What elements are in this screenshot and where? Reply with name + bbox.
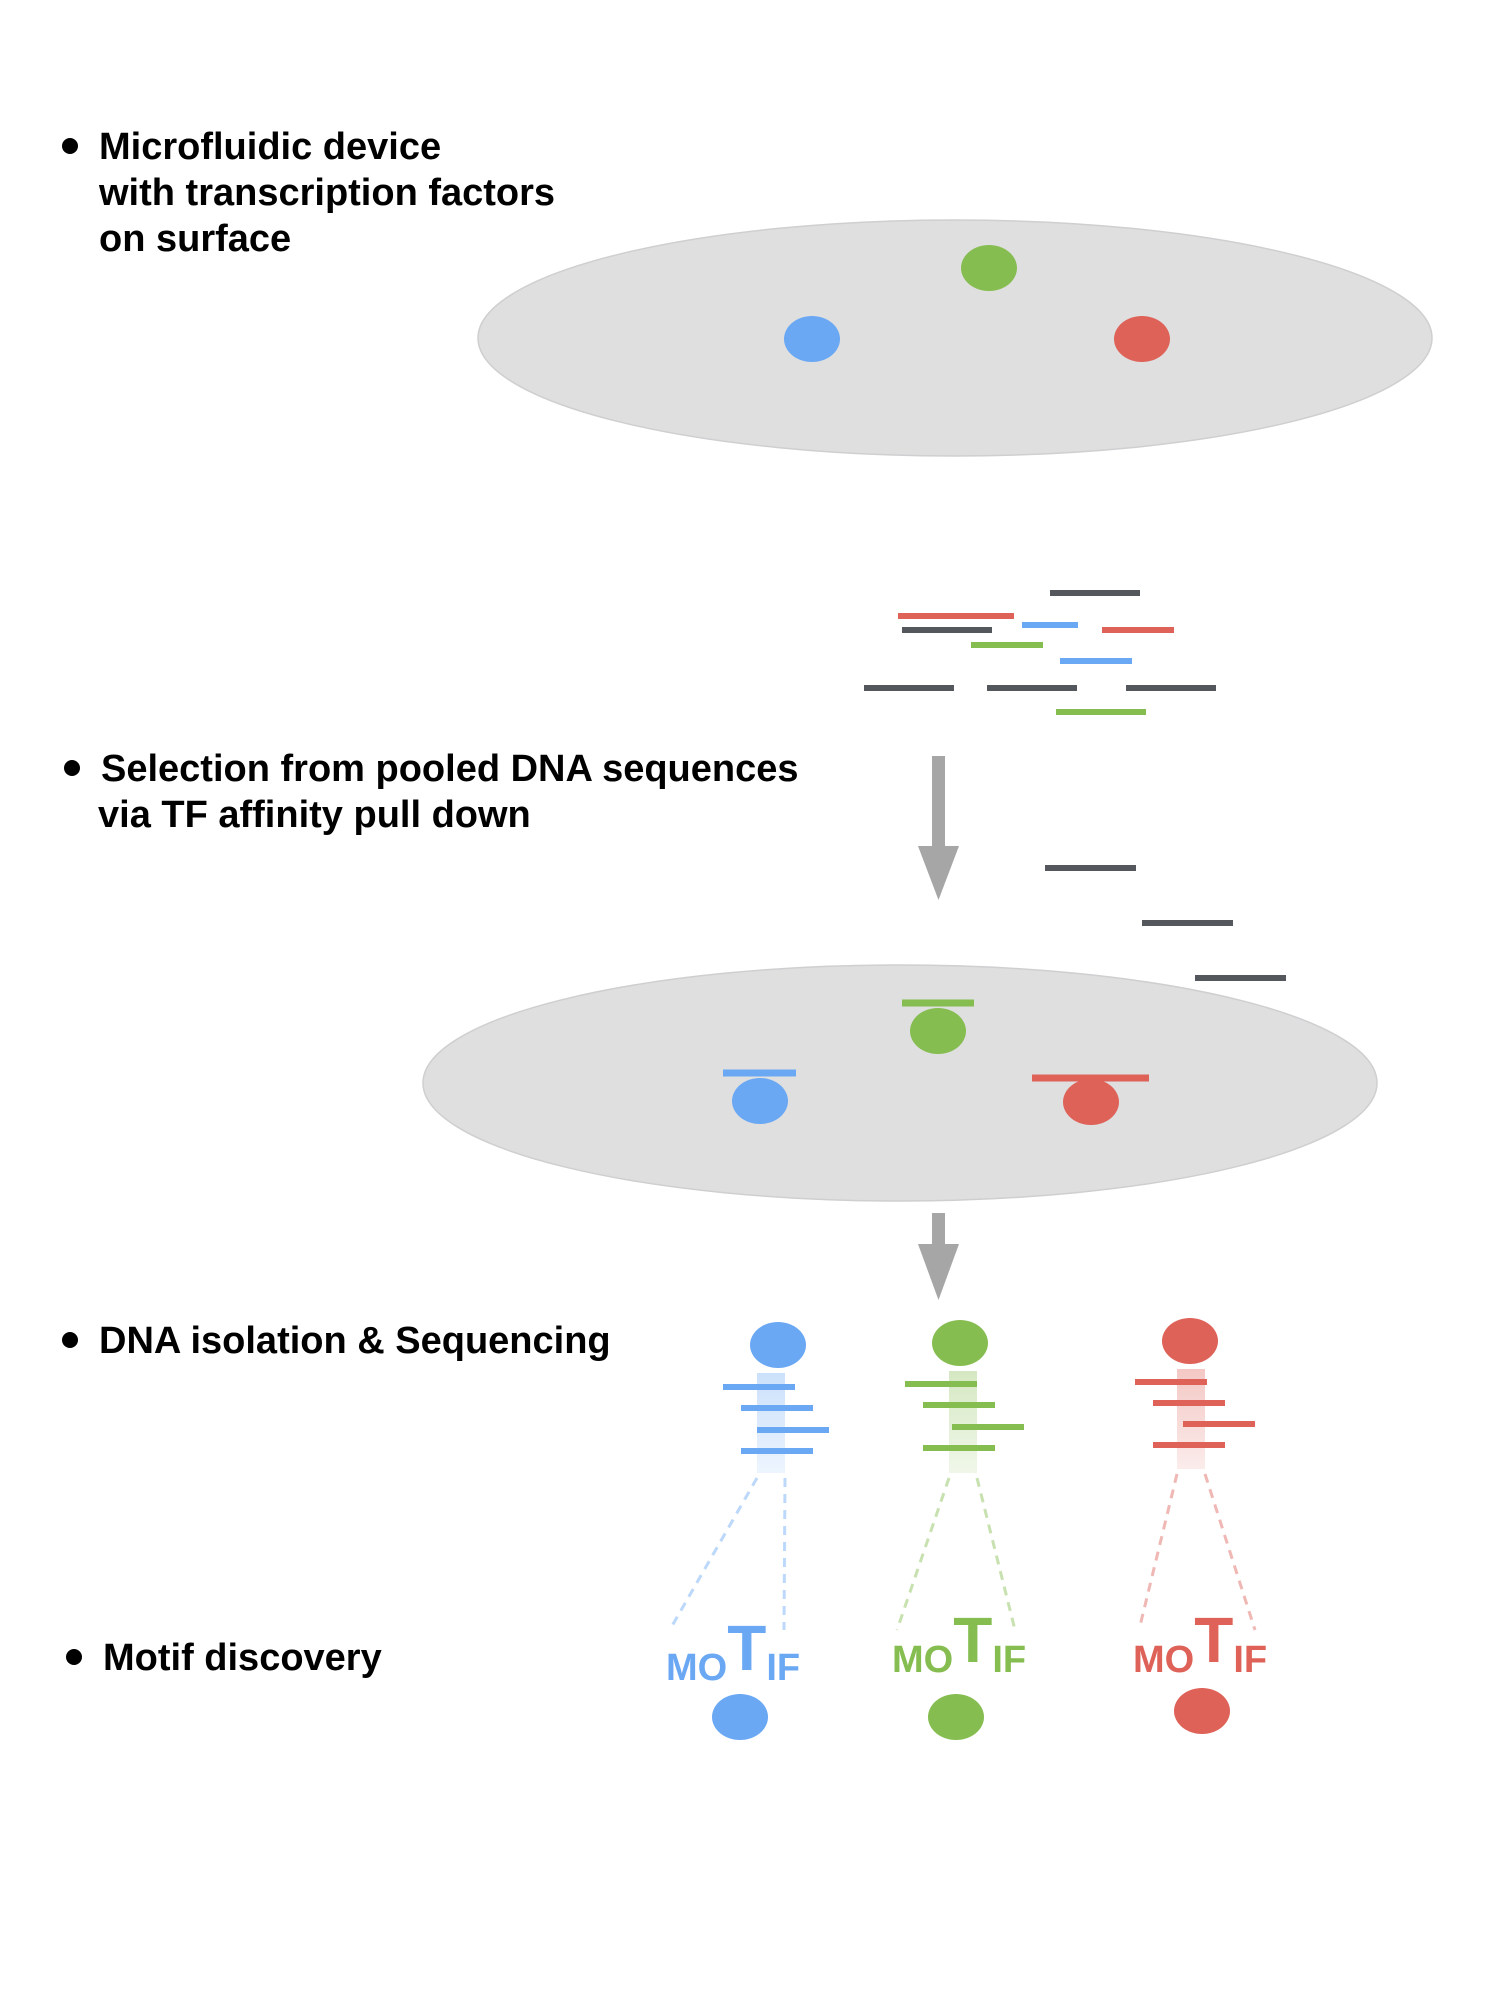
step-text: Selection from pooled DNA sequences (101, 748, 799, 790)
step-dna-isolation: DNA isolation & Sequencing (62, 1318, 611, 1364)
device-top-surface (477, 219, 1433, 457)
zoom-guide (975, 1477, 1017, 1631)
motif-logo: MOTIF (1133, 1604, 1267, 1681)
step-text: Motif discovery (103, 1637, 382, 1679)
step-selection: Selection from pooled DNA sequences via … (64, 746, 799, 838)
dna-pool (864, 590, 1216, 715)
sequencing-green: MOTIF (892, 1320, 1026, 1740)
device-top (477, 219, 1433, 457)
step-text: DNA isolation & Sequencing (99, 1320, 611, 1362)
tf-red-isolated (1162, 1318, 1218, 1364)
bullet-icon (64, 760, 80, 776)
bullet-icon (62, 138, 78, 154)
motif-logo: MOTIF (892, 1604, 1026, 1681)
tf-blue-motif (712, 1694, 768, 1740)
device-bottom (422, 964, 1378, 1202)
tf-green-isolated (932, 1320, 988, 1366)
tf-blue (784, 316, 840, 362)
step-text: via TF affinity pull down (98, 794, 531, 836)
sequencing-red: MOTIF (1133, 1318, 1267, 1734)
bullet-icon (66, 1649, 82, 1665)
read-pileup (949, 1371, 977, 1473)
down-arrow-icon (918, 756, 959, 900)
zoom-guide (1138, 1473, 1179, 1627)
motif-logo: MOTIF (666, 1612, 800, 1689)
zoom-guide (670, 1477, 759, 1627)
device-bottom-surface (422, 964, 1378, 1202)
tf-blue-bound (732, 1078, 788, 1124)
zoom-guide (1203, 1473, 1257, 1631)
zoom-guide (782, 1477, 787, 1631)
tf-red (1114, 316, 1170, 362)
bullet-icon (62, 1332, 78, 1348)
read-pileup (1177, 1369, 1205, 1469)
step-text: with transcription factors (99, 172, 556, 214)
zoom-guide (895, 1477, 951, 1631)
unbound-dna (1045, 865, 1286, 981)
down-arrow-icon (918, 1213, 959, 1300)
tf-red-bound (1063, 1079, 1119, 1125)
step-text: on surface (99, 218, 292, 260)
tf-green (961, 245, 1017, 291)
step-microfluidic-device: Microfluidic device with transcription f… (62, 124, 556, 262)
step-text: Microfluidic device (99, 126, 442, 168)
sequencing-blue: MOTIF (666, 1322, 829, 1740)
tf-green-bound (910, 1008, 966, 1054)
tf-red-motif (1174, 1688, 1230, 1734)
tf-blue-isolated (750, 1322, 806, 1368)
tf-green-motif (928, 1694, 984, 1740)
step-motif-discovery: Motif discovery (66, 1635, 382, 1681)
